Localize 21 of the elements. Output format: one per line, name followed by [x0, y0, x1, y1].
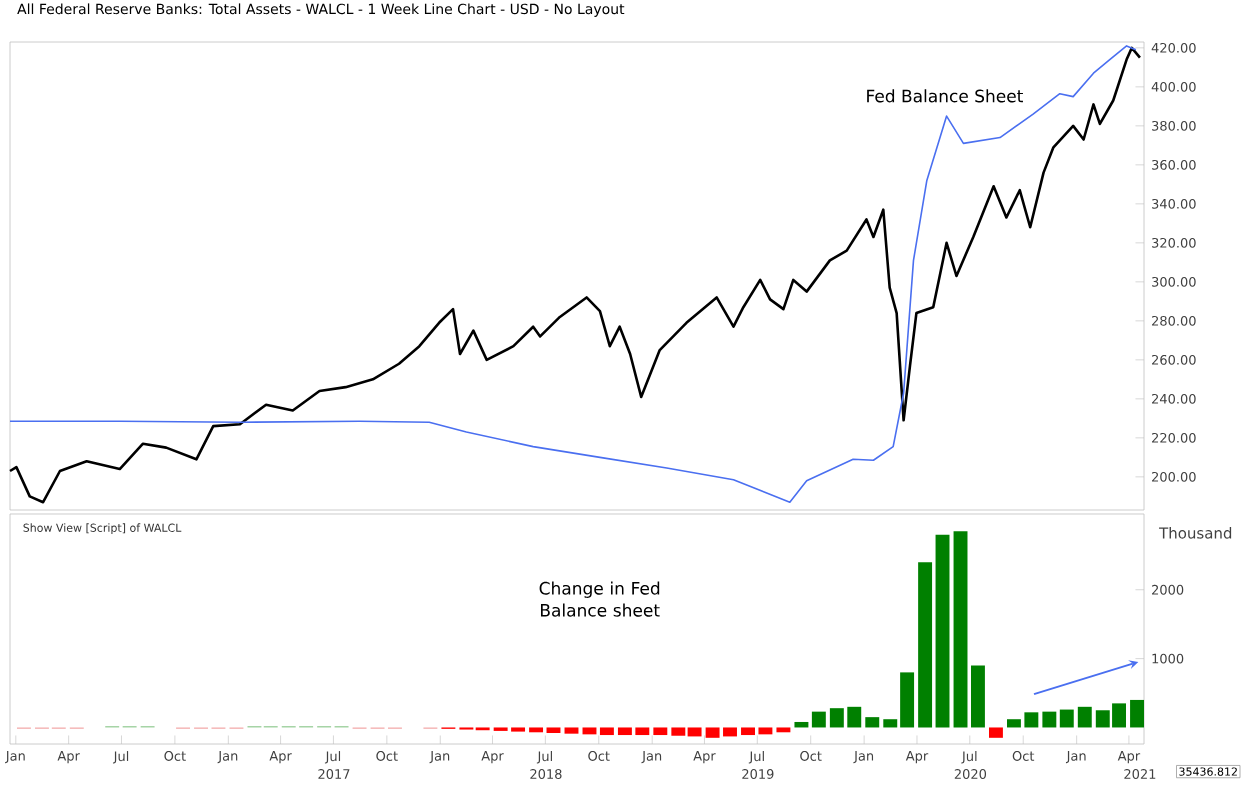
- bar: [970, 665, 985, 728]
- bar: [529, 727, 544, 733]
- bar: [811, 711, 826, 728]
- bar: [653, 727, 668, 736]
- bar: [918, 562, 933, 728]
- bar: [865, 717, 880, 728]
- bar: [564, 727, 579, 734]
- bar: [953, 531, 968, 728]
- bar: [794, 721, 809, 728]
- bar: [988, 727, 1003, 738]
- bar: [1042, 711, 1057, 728]
- bar: [776, 727, 791, 733]
- bar: [582, 727, 597, 735]
- bar: [935, 534, 950, 728]
- bar: [546, 727, 561, 733]
- bar: [599, 727, 614, 736]
- bar: [1130, 699, 1144, 728]
- annotation: Change in Fed Balance sheet: [539, 581, 660, 617]
- bar: [1077, 706, 1092, 728]
- bar: [1059, 709, 1074, 728]
- series-label: Fed Balance Sheet: [867, 89, 1023, 103]
